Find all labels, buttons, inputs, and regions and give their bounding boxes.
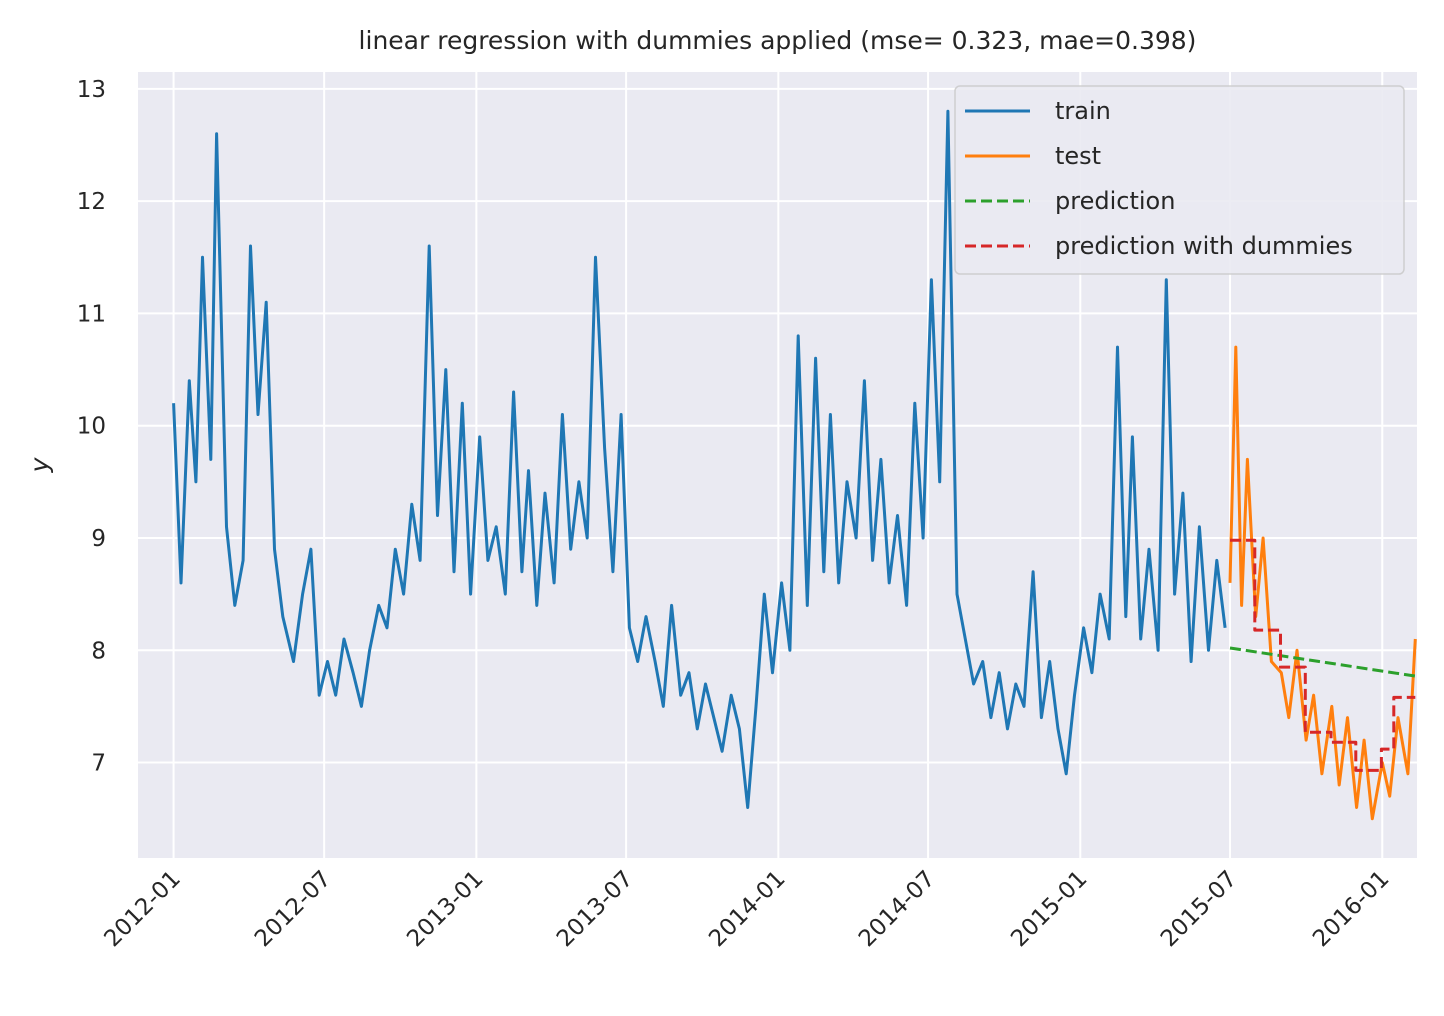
x-tick-label: 2012-01 — [99, 866, 185, 952]
x-tick-label: 2015-07 — [1156, 866, 1242, 952]
x-tick-label: 2016-01 — [1308, 866, 1394, 952]
x-axis-ticks: 2012-01 2012-07 2013-01 2013-07 2014-01 2014-… — [99, 866, 1394, 952]
legend-label: prediction with dummies — [1055, 232, 1353, 260]
y-axis-ticks: 7 8 9 10 11 12 13 — [77, 77, 106, 777]
y-tick-label: 12 — [77, 189, 106, 215]
legend-label: prediction — [1055, 187, 1175, 215]
series-layer — [172, 109, 1417, 821]
legend-label: test — [1055, 142, 1101, 170]
x-tick-label: 2013-07 — [552, 866, 638, 952]
y-tick-label: 9 — [91, 526, 106, 552]
y-tick-label: 13 — [77, 77, 106, 103]
chart-title: linear regression with dummies applied (… — [359, 26, 1197, 55]
x-tick-label: 2012-07 — [250, 866, 336, 952]
y-tick-label: 7 — [91, 751, 106, 777]
legend: train test prediction prediction with dummi… — [954, 85, 1405, 275]
y-tick-label: 8 — [91, 638, 106, 664]
x-tick-label: 2014-01 — [704, 866, 790, 952]
y-tick-label: 11 — [77, 301, 106, 327]
y-tick-label: 10 — [77, 414, 106, 440]
series-line-train — [172, 109, 1227, 809]
legend-box — [954, 85, 1405, 275]
x-tick-label: 2013-01 — [402, 866, 488, 952]
y-axis-label: y — [25, 456, 54, 473]
series-line-prediction-with-dummies — [1230, 538, 1416, 772]
x-tick-label: 2015-01 — [1006, 866, 1092, 952]
x-tick-label: 2014-07 — [854, 866, 940, 952]
legend-label: train — [1055, 97, 1111, 125]
